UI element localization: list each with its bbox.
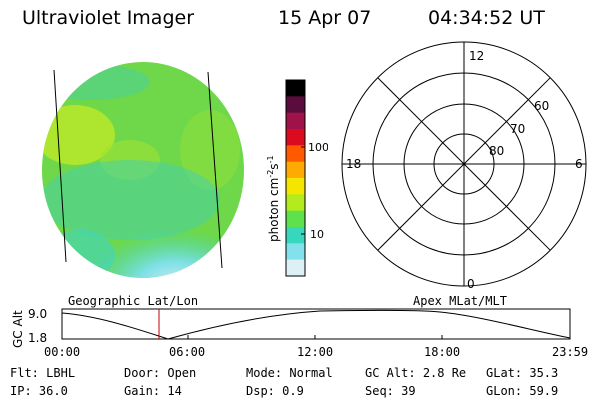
x-tick-00: 00:00 [44,345,81,359]
seq-value: 39 [401,384,416,398]
status-gain: Gain: 14 [124,384,182,398]
colorbar-stripe [286,243,305,261]
colorbar-stripe [286,129,305,146]
timeline-right-title: Apex MLat/MLT [413,294,507,308]
lon-line-left [53,69,67,263]
mlt-label-12: 12 [469,49,484,63]
colorbar-tick-100: 100 [308,141,328,154]
gcalt-value: 2.8 Re [422,366,467,380]
status-filter: Flt: LBHL [10,366,76,380]
polar-plot: 12 6 0 18 60 70 80 [341,41,587,291]
status-ip: IP: 36.0 [10,384,68,398]
colorbar-stripe [286,161,305,179]
lon-line-right [207,71,223,269]
dsp-value: 0.9 [282,384,304,398]
colorbar-stripe [286,227,305,244]
glat-value: 35.3 [529,366,559,380]
orbit-timeline[interactable]: GC Alt 9.0 1.8 [0,300,600,350]
x-tick-12: 12:00 [297,345,334,359]
x-tick-2359: 23:59 [552,345,589,359]
altitude-curve [61,309,571,340]
status-glon: GLon: 59.9 [486,384,559,398]
colorbar-stripe [286,96,305,114]
earth-disk-image [42,62,244,278]
colorbar-gradient [286,80,305,277]
y-tick-9: 9.0 [28,307,47,321]
colorbar-stripe [286,259,305,277]
lat-label-70: 70 [510,122,525,136]
ip-value: 36.0 [38,384,68,398]
timeline-y-axis-label: GC Alt [11,310,25,348]
lat-label-80: 80 [489,144,504,158]
colorbar-tick-10: 10 [310,228,324,241]
colorbar-stripe [286,112,305,130]
colorbar-label: photon cm-2s-1 [266,155,281,242]
uv-image-panel [42,62,244,278]
colorbar-stripe [286,194,305,212]
x-tick-18: 18:00 [424,345,461,359]
colorbar-stripe [286,178,305,195]
gain-value: 14 [167,384,182,398]
observation-date: 15 Apr 07 [278,7,372,29]
app-title: Ultraviolet Imager [22,7,195,29]
colorbar-stripe [286,145,305,163]
status-gcalt: GC Alt: 2.8 Re [365,366,467,380]
mlt-label-6: 6 [575,157,583,171]
status-door: Door: Open [124,366,197,380]
observation-time: 04:34:52 UT [428,7,545,29]
filter-value: LBHL [46,366,76,380]
mlt-label-0: 0 [467,277,475,291]
timeline-left-title: Geographic Lat/Lon [68,294,199,308]
status-dsp: Dsp: 0.9 [246,384,304,398]
status-seq: Seq: 39 [365,384,416,398]
y-tick-1.8: 1.8 [28,331,47,345]
door-value: Open [167,366,197,380]
colorbar: 100 10 photon cm-2s-1 [266,79,328,277]
glon-value: 59.9 [529,384,559,398]
x-tick-06: 06:00 [169,345,206,359]
mlt-label-18: 18 [346,157,361,171]
colorbar-stripe [286,210,305,228]
colorbar-stripe [286,80,305,97]
status-mode: Mode: Normal [246,366,333,380]
lat-label-60: 60 [534,99,549,113]
status-glat: GLat: 35.3 [486,366,559,380]
mode-value: Normal [289,366,333,380]
